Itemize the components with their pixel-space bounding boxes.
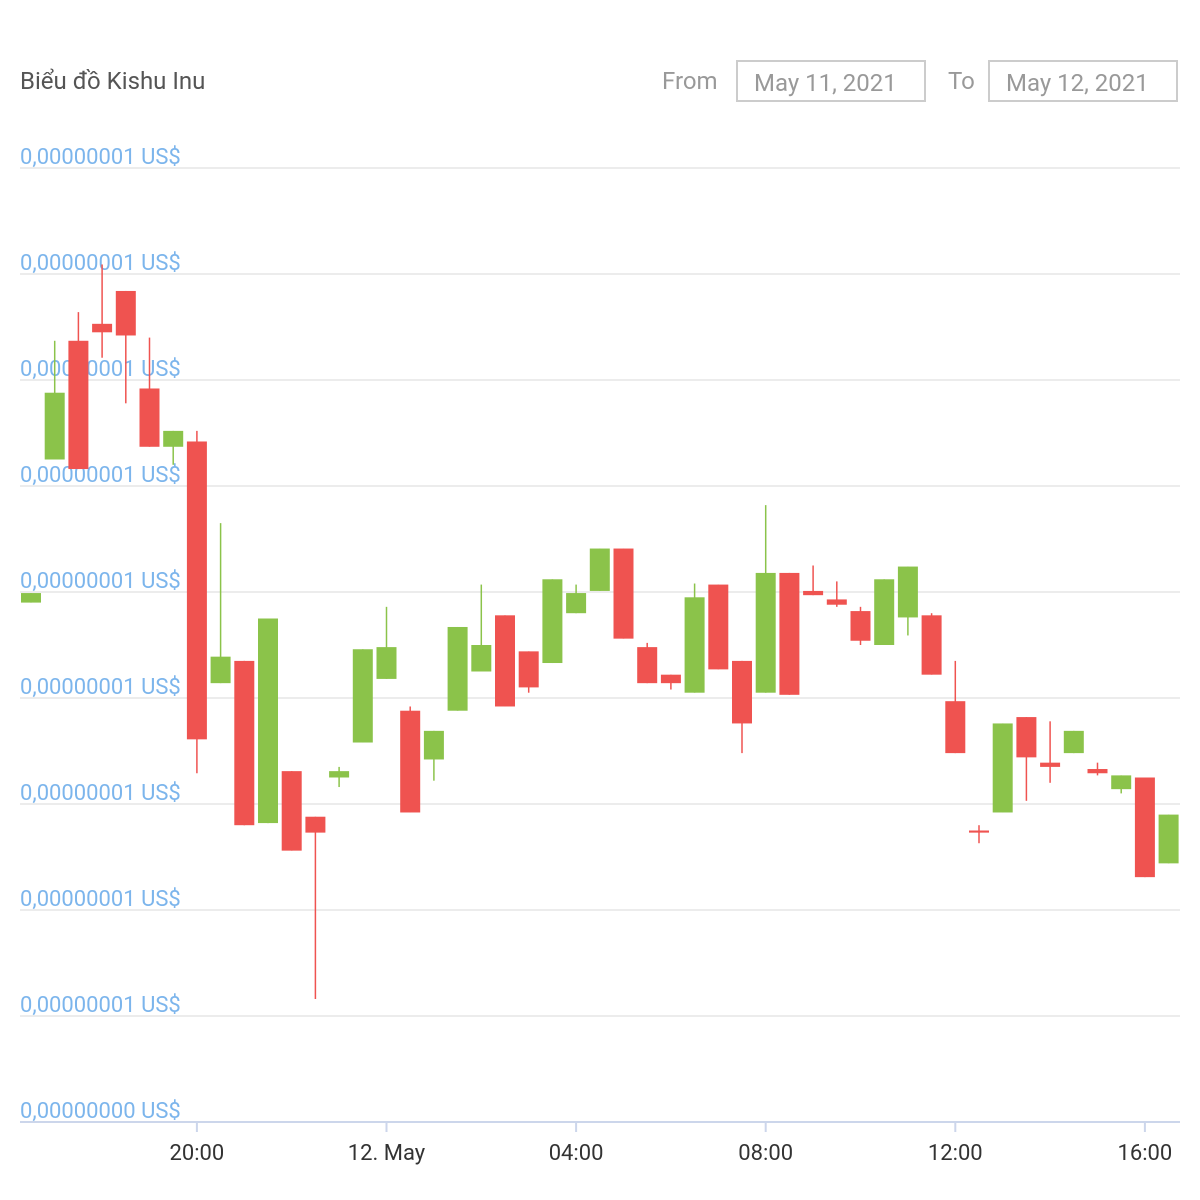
candle-body <box>684 597 705 693</box>
candle-body <box>423 730 444 760</box>
candle-body <box>518 651 539 688</box>
y-tick-label: 0,00000001 US$ <box>20 675 181 700</box>
candle-body <box>921 615 942 675</box>
candle-body <box>210 656 231 684</box>
candle-body <box>139 388 160 447</box>
x-tick-label: 12. May <box>348 1141 426 1166</box>
candle-body <box>803 590 824 596</box>
x-tick-label: 16:00 <box>1118 1141 1173 1166</box>
candle-body <box>945 701 966 754</box>
candle-body <box>447 626 468 711</box>
y-tick-label: 0,00000001 US$ <box>20 569 181 594</box>
candle-body <box>186 441 207 740</box>
candle-body <box>969 830 989 833</box>
x-tick-label: 08:00 <box>738 1141 793 1166</box>
y-tick-label: 0,00000001 US$ <box>20 993 181 1018</box>
candle-body <box>92 323 113 333</box>
candle-body <box>115 290 136 336</box>
candle-body <box>637 647 658 684</box>
candle-body <box>1158 814 1179 864</box>
y-tick-label: 0,00000001 US$ <box>20 357 181 382</box>
candle-body <box>400 710 421 813</box>
candle-body <box>755 572 776 693</box>
candle-body <box>992 723 1013 813</box>
candle-body <box>329 771 350 778</box>
candle-body <box>258 618 278 824</box>
candle-body <box>732 660 752 724</box>
candle-body <box>826 599 847 605</box>
candle-body <box>21 593 41 603</box>
candle-body <box>471 645 492 672</box>
to-label: To <box>948 67 975 95</box>
candle-body <box>1134 777 1155 878</box>
to-date-input[interactable]: May 12, 2021 <box>988 60 1178 102</box>
candle-body <box>376 647 397 679</box>
chart-title: Biểu đồ Kishu Inu <box>20 67 206 95</box>
x-tick-label: 12:00 <box>928 1141 983 1166</box>
candle-body <box>1040 762 1061 767</box>
candle-body <box>897 566 918 618</box>
candle-body <box>68 340 89 470</box>
candle-body <box>281 771 302 851</box>
y-tick-label: 0,00000001 US$ <box>20 251 181 276</box>
candle-body <box>495 615 515 707</box>
candle-body <box>566 593 587 614</box>
x-tick-label: 04:00 <box>549 1141 604 1166</box>
x-tick-label: 20:00 <box>170 1141 225 1166</box>
candle-body <box>850 611 871 641</box>
y-tick-label: 0,00000001 US$ <box>20 463 181 488</box>
candle-body <box>234 660 255 826</box>
candle-body <box>874 579 895 645</box>
candle-body <box>779 572 800 695</box>
y-tick-label: 0,00000001 US$ <box>20 887 181 912</box>
candle-body <box>1111 775 1132 790</box>
y-tick-label: 0,00000001 US$ <box>20 145 181 170</box>
candle-body <box>1087 769 1108 774</box>
y-tick-label: 0,00000001 US$ <box>20 781 181 806</box>
candle-body <box>305 816 326 833</box>
from-label: From <box>662 67 718 95</box>
candle-body <box>542 579 563 664</box>
candle-body <box>44 392 65 460</box>
candle-body <box>660 674 681 684</box>
candle-body <box>613 548 634 639</box>
from-date-input[interactable]: May 11, 2021 <box>736 60 926 102</box>
candle-body <box>1016 717 1037 758</box>
candle-body <box>589 548 610 591</box>
y-tick-label: 0,00000000 US$ <box>20 1099 181 1124</box>
candle-body <box>163 430 184 447</box>
candle-body <box>352 649 373 743</box>
candle-body <box>708 584 729 670</box>
candle-body <box>1063 730 1084 754</box>
